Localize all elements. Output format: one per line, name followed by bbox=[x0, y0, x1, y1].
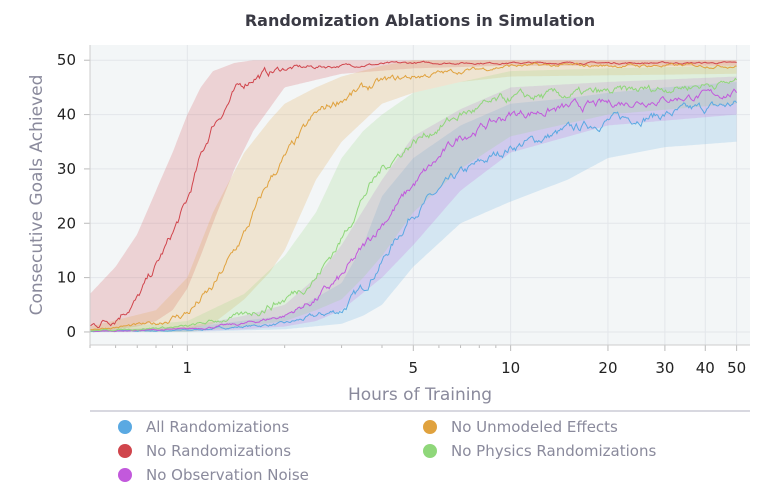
legend-marker bbox=[423, 420, 437, 434]
chart: Randomization Ablations in Simulation 0 1… bbox=[27, 11, 750, 405]
series-line bbox=[89, 77, 737, 332]
legend-item[interactable]: No Observation Noise bbox=[118, 466, 309, 484]
series-line bbox=[89, 62, 737, 331]
legend-label: No Randomizations bbox=[146, 442, 292, 460]
confidence-band bbox=[90, 60, 737, 332]
legend-marker bbox=[118, 420, 132, 434]
legend-item[interactable]: No Randomizations bbox=[118, 442, 291, 460]
series-line bbox=[89, 100, 737, 333]
x-tick-label: 20 bbox=[598, 359, 617, 377]
y-tick-label: 10 bbox=[57, 269, 76, 287]
legend-item[interactable]: No Physics Randomizations bbox=[423, 442, 656, 460]
confidence-band bbox=[90, 65, 737, 332]
confidence-band bbox=[90, 60, 737, 332]
x-tick-label: 5 bbox=[409, 359, 419, 377]
x-tick-label: 40 bbox=[696, 359, 715, 377]
x-tick-label: 1 bbox=[183, 359, 193, 377]
plot-area bbox=[90, 45, 750, 345]
y-tick-label: 0 bbox=[66, 323, 76, 341]
confidence-band bbox=[90, 76, 737, 332]
y-tick-label: 40 bbox=[57, 106, 76, 124]
x-tick-label: 30 bbox=[655, 359, 674, 377]
legend-label: No Unmodeled Effects bbox=[451, 418, 618, 436]
y-axis-label: Consecutive Goals Achieved bbox=[27, 75, 47, 316]
legend-marker bbox=[118, 468, 132, 482]
x-tick-label: 50 bbox=[727, 359, 746, 377]
legend-divider bbox=[90, 410, 750, 412]
series-line bbox=[89, 88, 738, 333]
legend-label: All Randomizations bbox=[146, 418, 290, 436]
legend-label: No Physics Randomizations bbox=[451, 442, 657, 460]
legend-marker bbox=[118, 444, 132, 458]
legend-label: No Observation Noise bbox=[146, 466, 309, 484]
x-axis-label: Hours of Training bbox=[348, 385, 492, 405]
legend-item[interactable]: All Randomizations bbox=[118, 418, 289, 436]
chart-title: Randomization Ablations in Simulation bbox=[245, 11, 595, 30]
y-tick-label: 30 bbox=[57, 160, 76, 178]
confidence-band bbox=[90, 82, 737, 332]
y-tick-label: 20 bbox=[57, 214, 76, 232]
y-tick-label: 50 bbox=[57, 51, 76, 69]
legend-item[interactable]: No Unmodeled Effects bbox=[423, 418, 618, 436]
series-line bbox=[89, 60, 737, 329]
x-tick-label: 10 bbox=[501, 359, 520, 377]
legend-marker bbox=[423, 444, 437, 458]
